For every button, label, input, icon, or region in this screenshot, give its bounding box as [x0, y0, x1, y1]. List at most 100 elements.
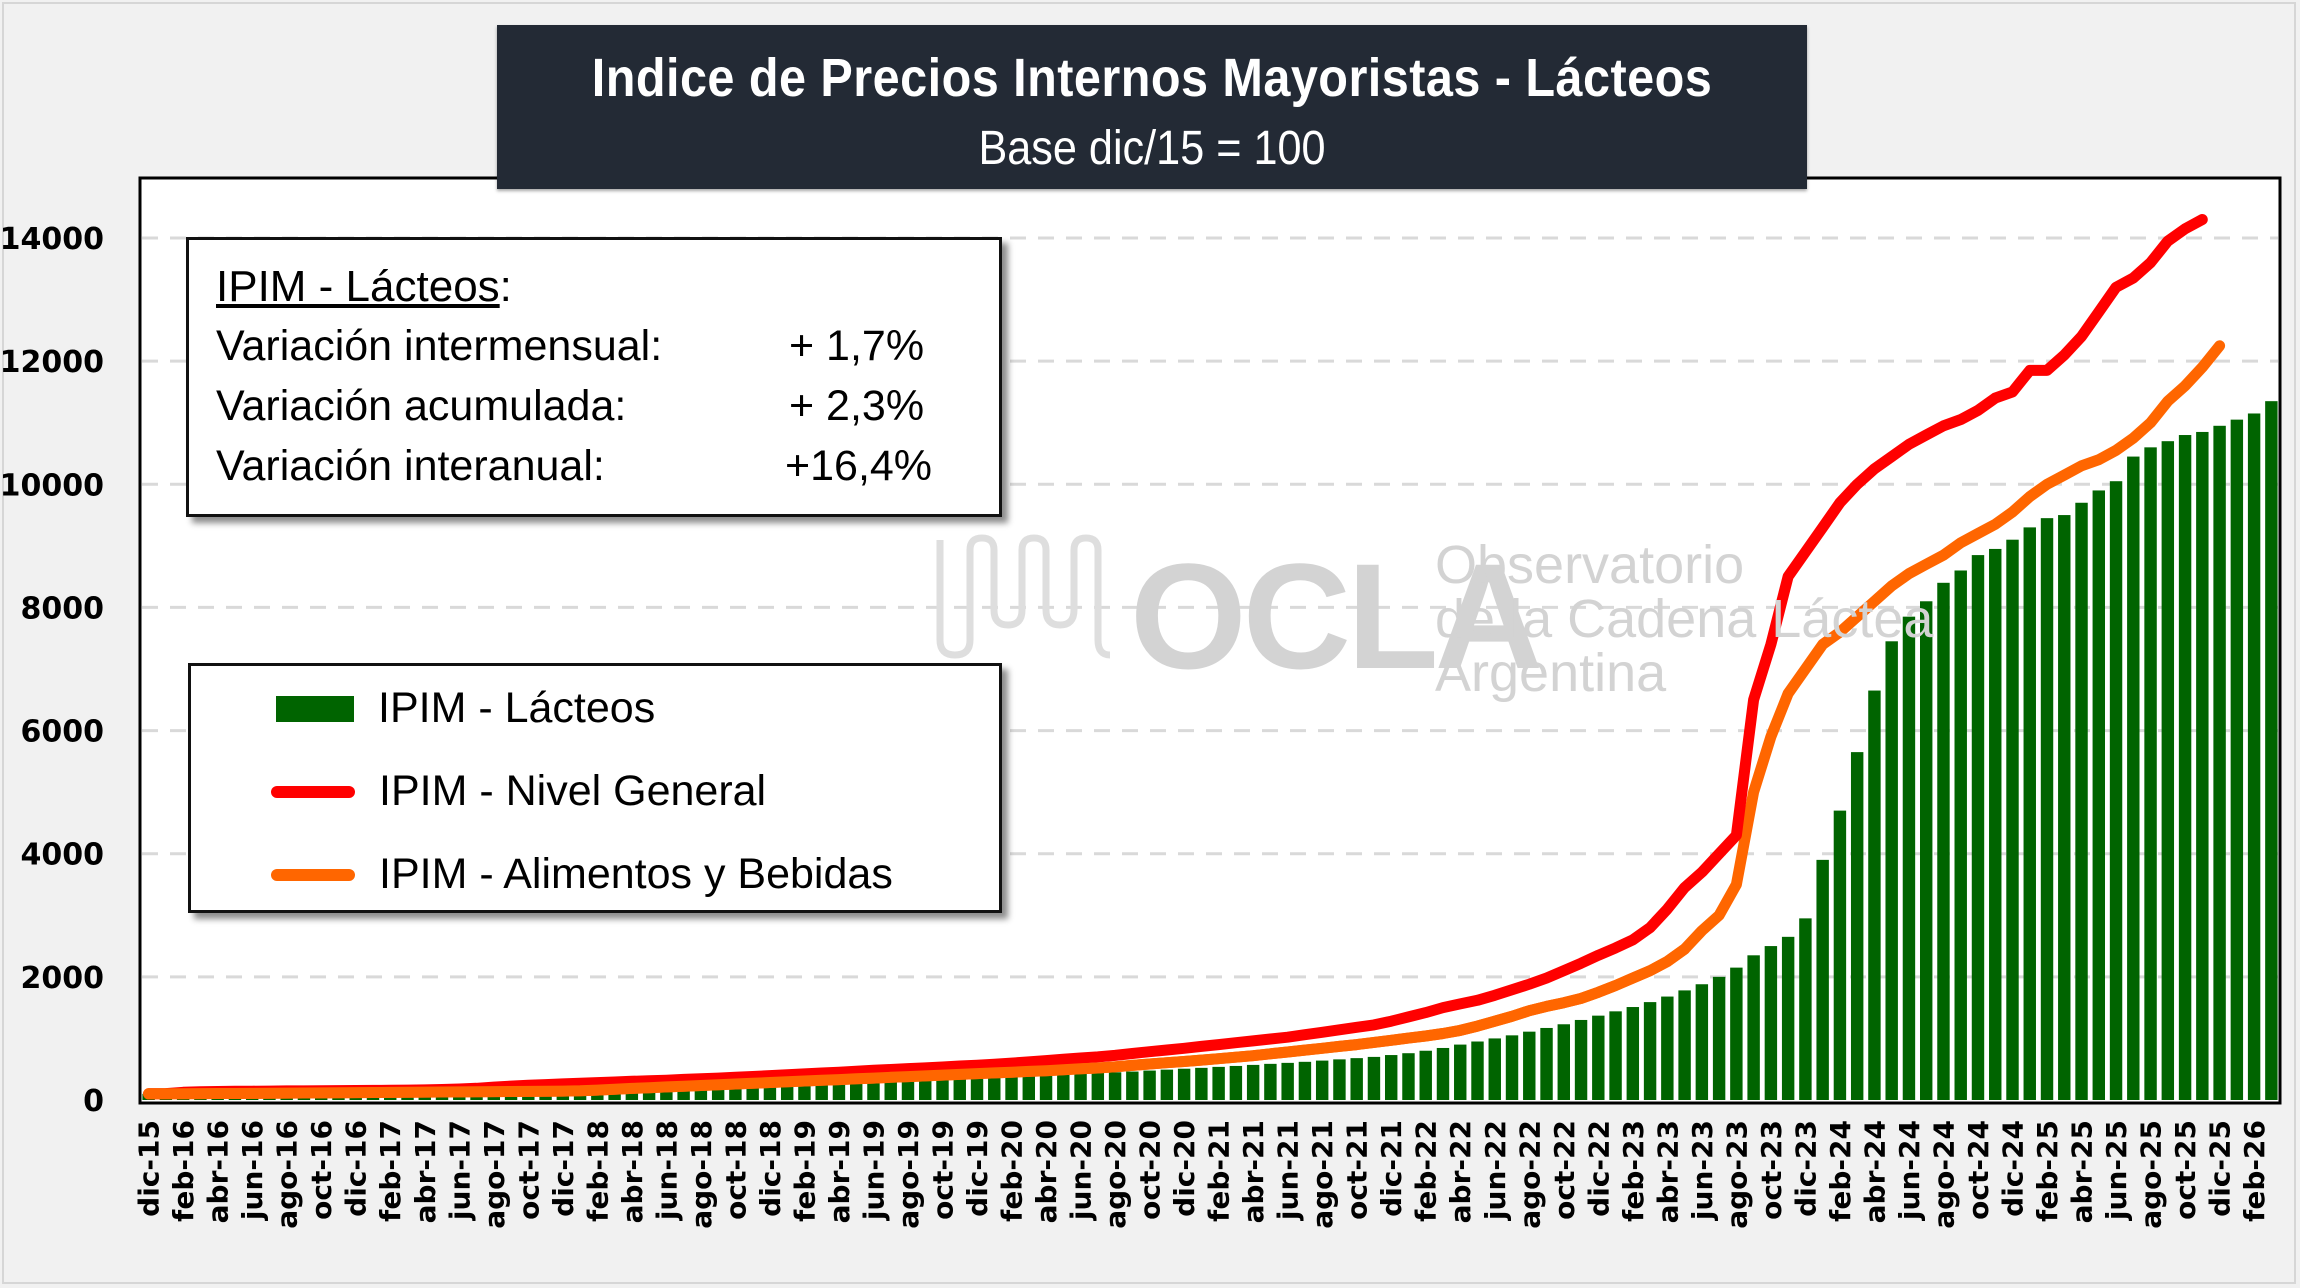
- x-tick-label: abr-20: [1030, 1120, 1063, 1223]
- bar-lacteos: [1919, 601, 1933, 1100]
- bar-lacteos: [2040, 518, 2054, 1100]
- x-tick-label: jun-17: [443, 1120, 476, 1221]
- info-row-value: + 1,7%: [789, 322, 925, 370]
- bar-lacteos: [1989, 548, 2002, 1100]
- x-tick-label: feb-22: [1410, 1120, 1443, 1222]
- bar-lacteos: [1747, 955, 1760, 1100]
- bar-lacteos: [1971, 555, 1985, 1100]
- y-axis-ticks: 0 2000 4000 6000 8000 10000 12000 14000: [0, 222, 104, 1119]
- bar-lacteos: [1609, 1011, 1622, 1100]
- info-row-label: Variación acumulada:: [216, 382, 627, 430]
- x-tick-label: oct-16: [305, 1120, 338, 1220]
- x-tick-label: ago-21: [1306, 1120, 1339, 1229]
- x-tick-label: jun-20: [1065, 1120, 1098, 1221]
- bar-lacteos: [849, 1080, 863, 1100]
- line-series: [143, 214, 2226, 1100]
- bar-lacteos: [1523, 1031, 1536, 1100]
- info-row-label: Variación interanual:: [216, 442, 605, 490]
- bar-lacteos: [1350, 1058, 1363, 1100]
- x-tick-label: feb-21: [1203, 1120, 1236, 1222]
- x-tick-label: oct-25: [2169, 1120, 2202, 1220]
- info-heading-text: IPIM - Lácteos: [216, 262, 500, 311]
- x-tick-label: dic-16: [340, 1120, 373, 1217]
- y-tick-label: 14000: [0, 222, 104, 257]
- x-tick-label: abr-24: [1858, 1120, 1891, 1223]
- x-tick-label: feb-26: [2238, 1120, 2271, 1222]
- bar-lacteos: [919, 1078, 932, 1100]
- x-tick-label: oct-20: [1134, 1120, 1167, 1220]
- x-tick-label: oct-21: [1341, 1120, 1374, 1220]
- bar-lacteos: [1436, 1047, 1450, 1100]
- bar-lacteos: [1057, 1073, 1070, 1100]
- x-tick-label: ago-20: [1099, 1120, 1132, 1229]
- x-tick-label: feb-24: [1824, 1120, 1857, 1222]
- x-tick-label: jun-21: [1272, 1120, 1305, 1221]
- bar-lacteos: [625, 1089, 639, 1100]
- bar-lacteos: [1833, 810, 1847, 1100]
- bar-lacteos: [832, 1081, 846, 1100]
- y-tick-label: 0: [83, 1084, 104, 1119]
- bar-lacteos: [2161, 441, 2175, 1101]
- info-heading-colon: :: [499, 262, 512, 311]
- legend-swatch-line: [271, 785, 355, 798]
- bar-lacteos: [1177, 1068, 1191, 1100]
- x-tick-label: jun-16: [236, 1120, 269, 1221]
- bar-lacteos: [608, 1089, 621, 1100]
- bar-lacteos: [1039, 1074, 1053, 1100]
- bar-lacteos: [1298, 1061, 1312, 1100]
- chart-title-box: Indice de Precios Internos Mayoristas - …: [497, 25, 1807, 189]
- bar-lacteos: [1505, 1035, 1519, 1100]
- bar-lacteos: [1643, 1002, 1657, 1100]
- bar-lacteos: [1454, 1044, 1467, 1100]
- bar-lacteos: [815, 1082, 828, 1100]
- y-tick-label: 8000: [21, 591, 105, 626]
- bar-lacteos: [642, 1088, 656, 1100]
- bar-lacteos: [780, 1083, 794, 1100]
- info-row-value: + 2,3%: [789, 382, 925, 430]
- x-tick-label: jun-23: [1686, 1120, 1719, 1221]
- x-tick-label: feb-25: [2031, 1120, 2064, 1222]
- x-tick-label: jun-19: [858, 1120, 891, 1221]
- y-tick-label: 6000: [21, 715, 105, 750]
- x-tick-label: ago-23: [1720, 1120, 1753, 1229]
- bar-lacteos: [1212, 1066, 1225, 1100]
- x-tick-label: ago-16: [271, 1120, 304, 1229]
- bar-lacteos: [1902, 616, 1916, 1100]
- bar-lacteos: [798, 1082, 811, 1100]
- y-tick-label: 10000: [0, 468, 104, 503]
- x-tick-label: oct-22: [1548, 1120, 1581, 1220]
- legend-item-lacteos: IPIM - Lácteos: [276, 684, 655, 733]
- bar-lacteos: [1488, 1038, 1501, 1100]
- x-tick-label: dic-25: [2204, 1120, 2237, 1217]
- x-tick-label: jun-25: [2100, 1120, 2133, 1221]
- y-tick-label: 2000: [21, 961, 105, 996]
- bar-series-lacteos: [142, 401, 2278, 1101]
- bar-lacteos: [660, 1088, 673, 1100]
- legend-item-alimentos: IPIM - Alimentos y Bebidas: [271, 850, 893, 899]
- bar-lacteos: [1471, 1041, 1484, 1100]
- bar-lacteos: [1954, 570, 1967, 1100]
- bar-lacteos: [1799, 918, 1812, 1100]
- x-tick-label: dic-15: [133, 1120, 166, 1217]
- x-tick-label: feb-23: [1617, 1120, 1650, 1222]
- x-tick-label: feb-19: [788, 1120, 821, 1222]
- x-tick-label: ago-18: [685, 1120, 718, 1229]
- bar-lacteos: [1419, 1050, 1432, 1100]
- bar-lacteos: [2127, 456, 2140, 1100]
- bar-lacteos: [1315, 1060, 1329, 1100]
- bar-lacteos: [2006, 539, 2019, 1100]
- bar-lacteos: [1333, 1059, 1346, 1100]
- bar-lacteos: [1540, 1027, 1553, 1100]
- x-tick-label: dic-24: [1997, 1120, 2030, 1217]
- info-heading: IPIM - Lácteos:: [216, 262, 512, 312]
- x-axis-ticks: dic-15 feb-16 abr-16 jun-16 ago-16 oct-16 dic-…: [133, 1120, 2272, 1229]
- bar-lacteos: [2144, 447, 2157, 1100]
- bar-lacteos: [2023, 527, 2036, 1100]
- bar-lacteos: [1108, 1072, 1122, 1100]
- bar-lacteos: [1195, 1067, 1208, 1100]
- bar-lacteos: [2075, 502, 2088, 1100]
- bar-lacteos: [1264, 1063, 1277, 1100]
- bar-lacteos: [1661, 996, 1674, 1100]
- bar-lacteos: [1091, 1072, 1105, 1100]
